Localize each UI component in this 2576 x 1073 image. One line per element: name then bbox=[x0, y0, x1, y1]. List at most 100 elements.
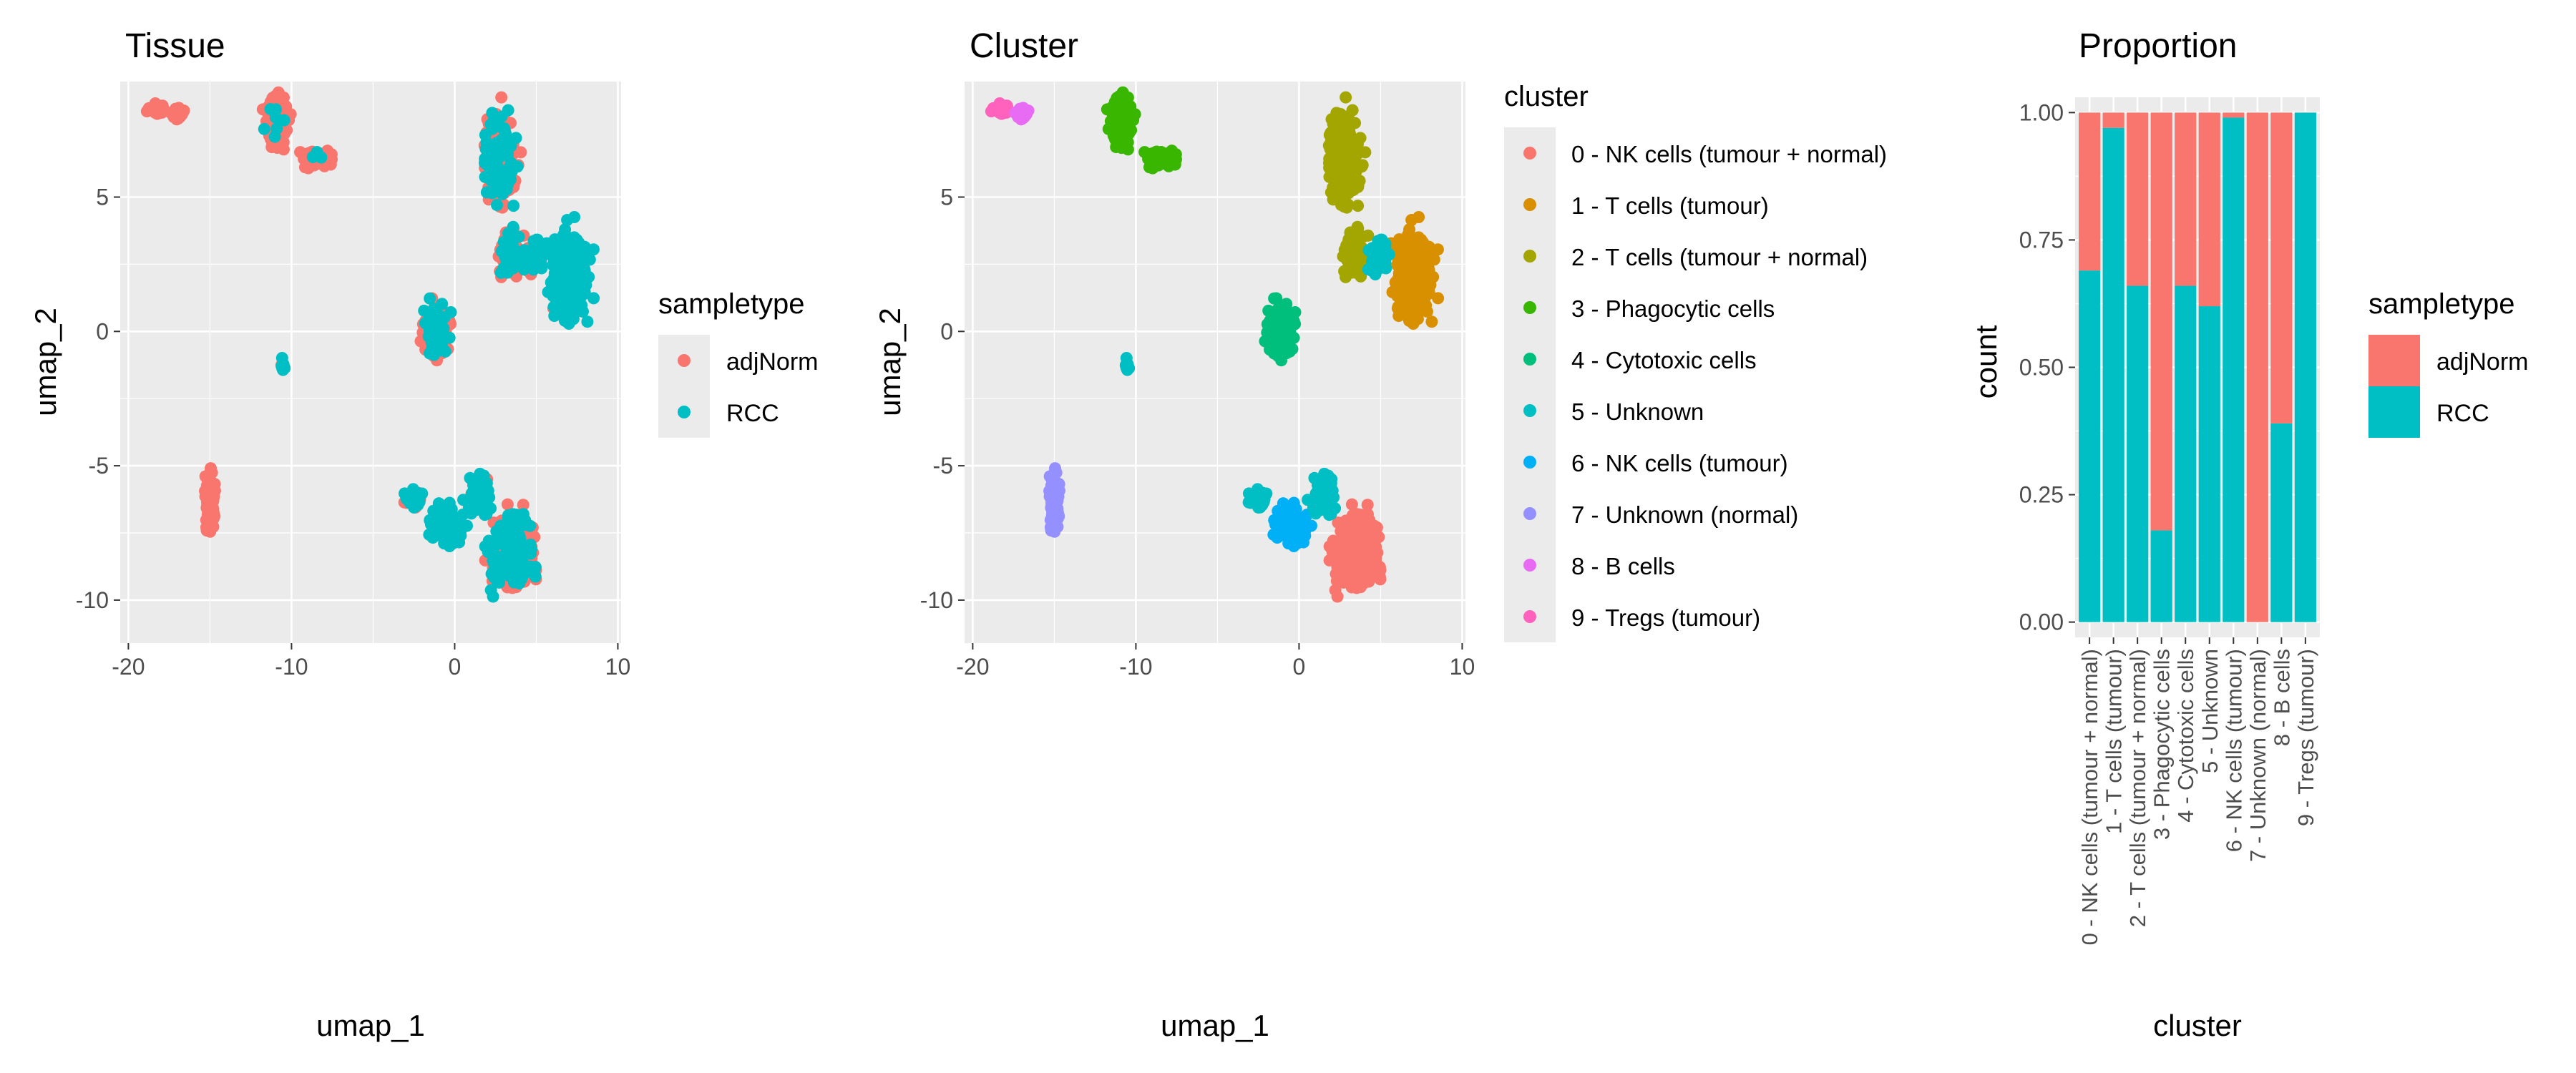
cluster-point-1 bbox=[1386, 285, 1399, 298]
bar-rcc-6 bbox=[2223, 117, 2245, 622]
tissue-point-rcc bbox=[306, 150, 319, 163]
cluster-y-tick-label: -5 bbox=[933, 453, 953, 479]
cluster-legend-swatch-8 bbox=[1523, 559, 1536, 572]
tissue-point-rcc bbox=[474, 497, 487, 510]
tissue-title: Tissue bbox=[125, 27, 225, 65]
cluster-point-2 bbox=[1359, 146, 1372, 159]
tissue-point-rcc bbox=[581, 315, 594, 328]
cluster-point-2 bbox=[1323, 170, 1336, 183]
cluster-point-0 bbox=[1369, 547, 1382, 560]
cluster-x-tick-label: -10 bbox=[1119, 654, 1152, 680]
cluster-point-1 bbox=[1420, 286, 1433, 299]
cluster-title: Cluster bbox=[970, 27, 1078, 65]
cluster-x-tick-label: -20 bbox=[956, 654, 989, 680]
cluster-point-0 bbox=[1350, 528, 1363, 541]
tissue-point-rcc bbox=[435, 340, 448, 353]
tissue-point-rcc bbox=[519, 514, 532, 526]
cluster-point-3 bbox=[1108, 109, 1121, 122]
tissue-x-tick-label: -10 bbox=[275, 654, 308, 680]
proportion-y-tick-label: 1.00 bbox=[2019, 99, 2064, 125]
cluster-legend-swatch-2 bbox=[1523, 250, 1536, 263]
proportion-x-tick-label: 3 - Phagocytic cells bbox=[2150, 649, 2175, 840]
cluster-point-8 bbox=[1014, 104, 1027, 117]
cluster-point-1 bbox=[1407, 318, 1420, 330]
tissue-y-tick-label: -5 bbox=[89, 453, 109, 479]
cluster-point-2 bbox=[1326, 159, 1339, 172]
tissue-point-rcc bbox=[550, 258, 563, 270]
tissue-point-rcc bbox=[528, 563, 541, 576]
cluster-legend-label-7: 7 - Unknown (normal) bbox=[1571, 501, 1798, 528]
bar-rcc-1 bbox=[2102, 127, 2124, 622]
proportion-x-tick-label: 1 - T cells (tumour) bbox=[2102, 649, 2127, 834]
bar-adjnorm-5 bbox=[2198, 112, 2220, 307]
proportion-legend-title: sampletype bbox=[2368, 288, 2515, 320]
cluster-y-tick-label: -10 bbox=[920, 587, 953, 613]
cluster-point-1 bbox=[1420, 249, 1433, 262]
tissue-point-rcc bbox=[521, 247, 534, 260]
proportion-x-tick-label: 4 - Cytotoxic cells bbox=[2173, 649, 2198, 823]
tissue-point-rcc bbox=[514, 539, 527, 552]
cluster-point-6 bbox=[1284, 507, 1297, 520]
cluster-point-5 bbox=[1372, 240, 1385, 253]
tissue-point-adjnorm bbox=[280, 124, 293, 137]
tissue-point-rcc bbox=[442, 524, 455, 537]
tissue-point-rcc bbox=[264, 103, 277, 116]
tissue-point-rcc bbox=[480, 186, 493, 199]
cluster-point-2 bbox=[1355, 160, 1368, 173]
proportion-x-tick-label: 0 - NK cells (tumour + normal) bbox=[2077, 649, 2102, 945]
tissue-point-rcc bbox=[428, 320, 441, 333]
proportion-legend-swatch-rcc bbox=[2368, 386, 2420, 438]
cluster-point-5 bbox=[1318, 497, 1331, 510]
cluster-point-2 bbox=[1347, 242, 1360, 255]
cluster-point-1 bbox=[1417, 296, 1430, 309]
cluster-legend-label-4: 4 - Cytotoxic cells bbox=[1571, 347, 1757, 373]
cluster-legend-swatch-7 bbox=[1523, 507, 1536, 520]
tissue-point-rcc bbox=[499, 125, 512, 138]
cluster-legend-label-5: 5 - Unknown bbox=[1571, 398, 1704, 425]
cluster-legend-label-2: 2 - T cells (tumour + normal) bbox=[1571, 244, 1868, 270]
cluster-point-3 bbox=[1112, 124, 1125, 137]
bar-adjnorm-3 bbox=[2150, 112, 2172, 531]
cluster-point-0 bbox=[1342, 562, 1355, 575]
cluster-point-2 bbox=[1335, 157, 1347, 170]
cluster-point-2 bbox=[1335, 199, 1347, 212]
proportion-y-axis-label: count bbox=[1969, 325, 2003, 398]
cluster-legend-swatch-1 bbox=[1523, 198, 1536, 211]
bar-adjnorm-6 bbox=[2223, 112, 2245, 118]
tissue-point-rcc bbox=[497, 262, 510, 275]
tissue-point-rcc bbox=[503, 242, 516, 255]
tissue-x-axis: -20 -10 0 10 bbox=[112, 643, 630, 680]
cluster-point-2 bbox=[1342, 262, 1355, 275]
proportion-y-axis: 0.00 0.25 0.50 0.75 1.00 bbox=[2019, 99, 2075, 635]
proportion-legend-swatch-adjnorm bbox=[2368, 335, 2420, 386]
tissue-y-tick-label: 0 bbox=[96, 318, 109, 344]
cluster-point-3 bbox=[1170, 153, 1183, 166]
cluster-point-1 bbox=[1402, 228, 1415, 241]
tissue-point-adjnorm bbox=[501, 498, 514, 511]
cluster-point-0 bbox=[1372, 531, 1385, 544]
cluster-point-6 bbox=[1272, 523, 1284, 536]
proportion-x-tick-label: 8 - B cells bbox=[2269, 649, 2294, 746]
cluster-point-2 bbox=[1350, 149, 1362, 162]
cluster-legend-swatch-0 bbox=[1523, 147, 1536, 160]
tissue-point-adjnorm bbox=[205, 488, 218, 501]
tissue-point-rcc bbox=[443, 331, 456, 344]
tissue-point-rcc bbox=[535, 237, 547, 250]
proportion-panel: Proportion 0.00 0.25 0.50 0.75 1.00 0 - NK c… bbox=[1969, 27, 2528, 1042]
cluster-point-2 bbox=[1362, 229, 1375, 242]
bar-rcc-8 bbox=[2270, 423, 2293, 622]
tissue-point-rcc bbox=[500, 183, 513, 196]
cluster-point-2 bbox=[1338, 168, 1351, 181]
cluster-point-4 bbox=[1287, 331, 1300, 344]
cluster-point-7 bbox=[1046, 475, 1059, 488]
proportion-x-tick-label: 2 - T cells (tumour + normal) bbox=[2125, 649, 2150, 927]
cluster-panel: Cluster -10-505 -20 -10 0 10 umap_1 umap_2 … bbox=[873, 27, 1887, 1042]
tissue-x-tick-label: -20 bbox=[112, 654, 145, 680]
tissue-legend-label-adjnorm: adjNorm bbox=[726, 348, 818, 376]
proportion-y-tick-label: 0.75 bbox=[2019, 227, 2064, 253]
cluster-y-axis: -10 -5 0 5 bbox=[920, 185, 965, 613]
tissue-gridlines bbox=[120, 82, 621, 643]
tissue-point-rcc bbox=[572, 296, 585, 309]
tissue-point-rcc bbox=[427, 523, 440, 536]
bar-adjnorm-1 bbox=[2102, 112, 2124, 128]
